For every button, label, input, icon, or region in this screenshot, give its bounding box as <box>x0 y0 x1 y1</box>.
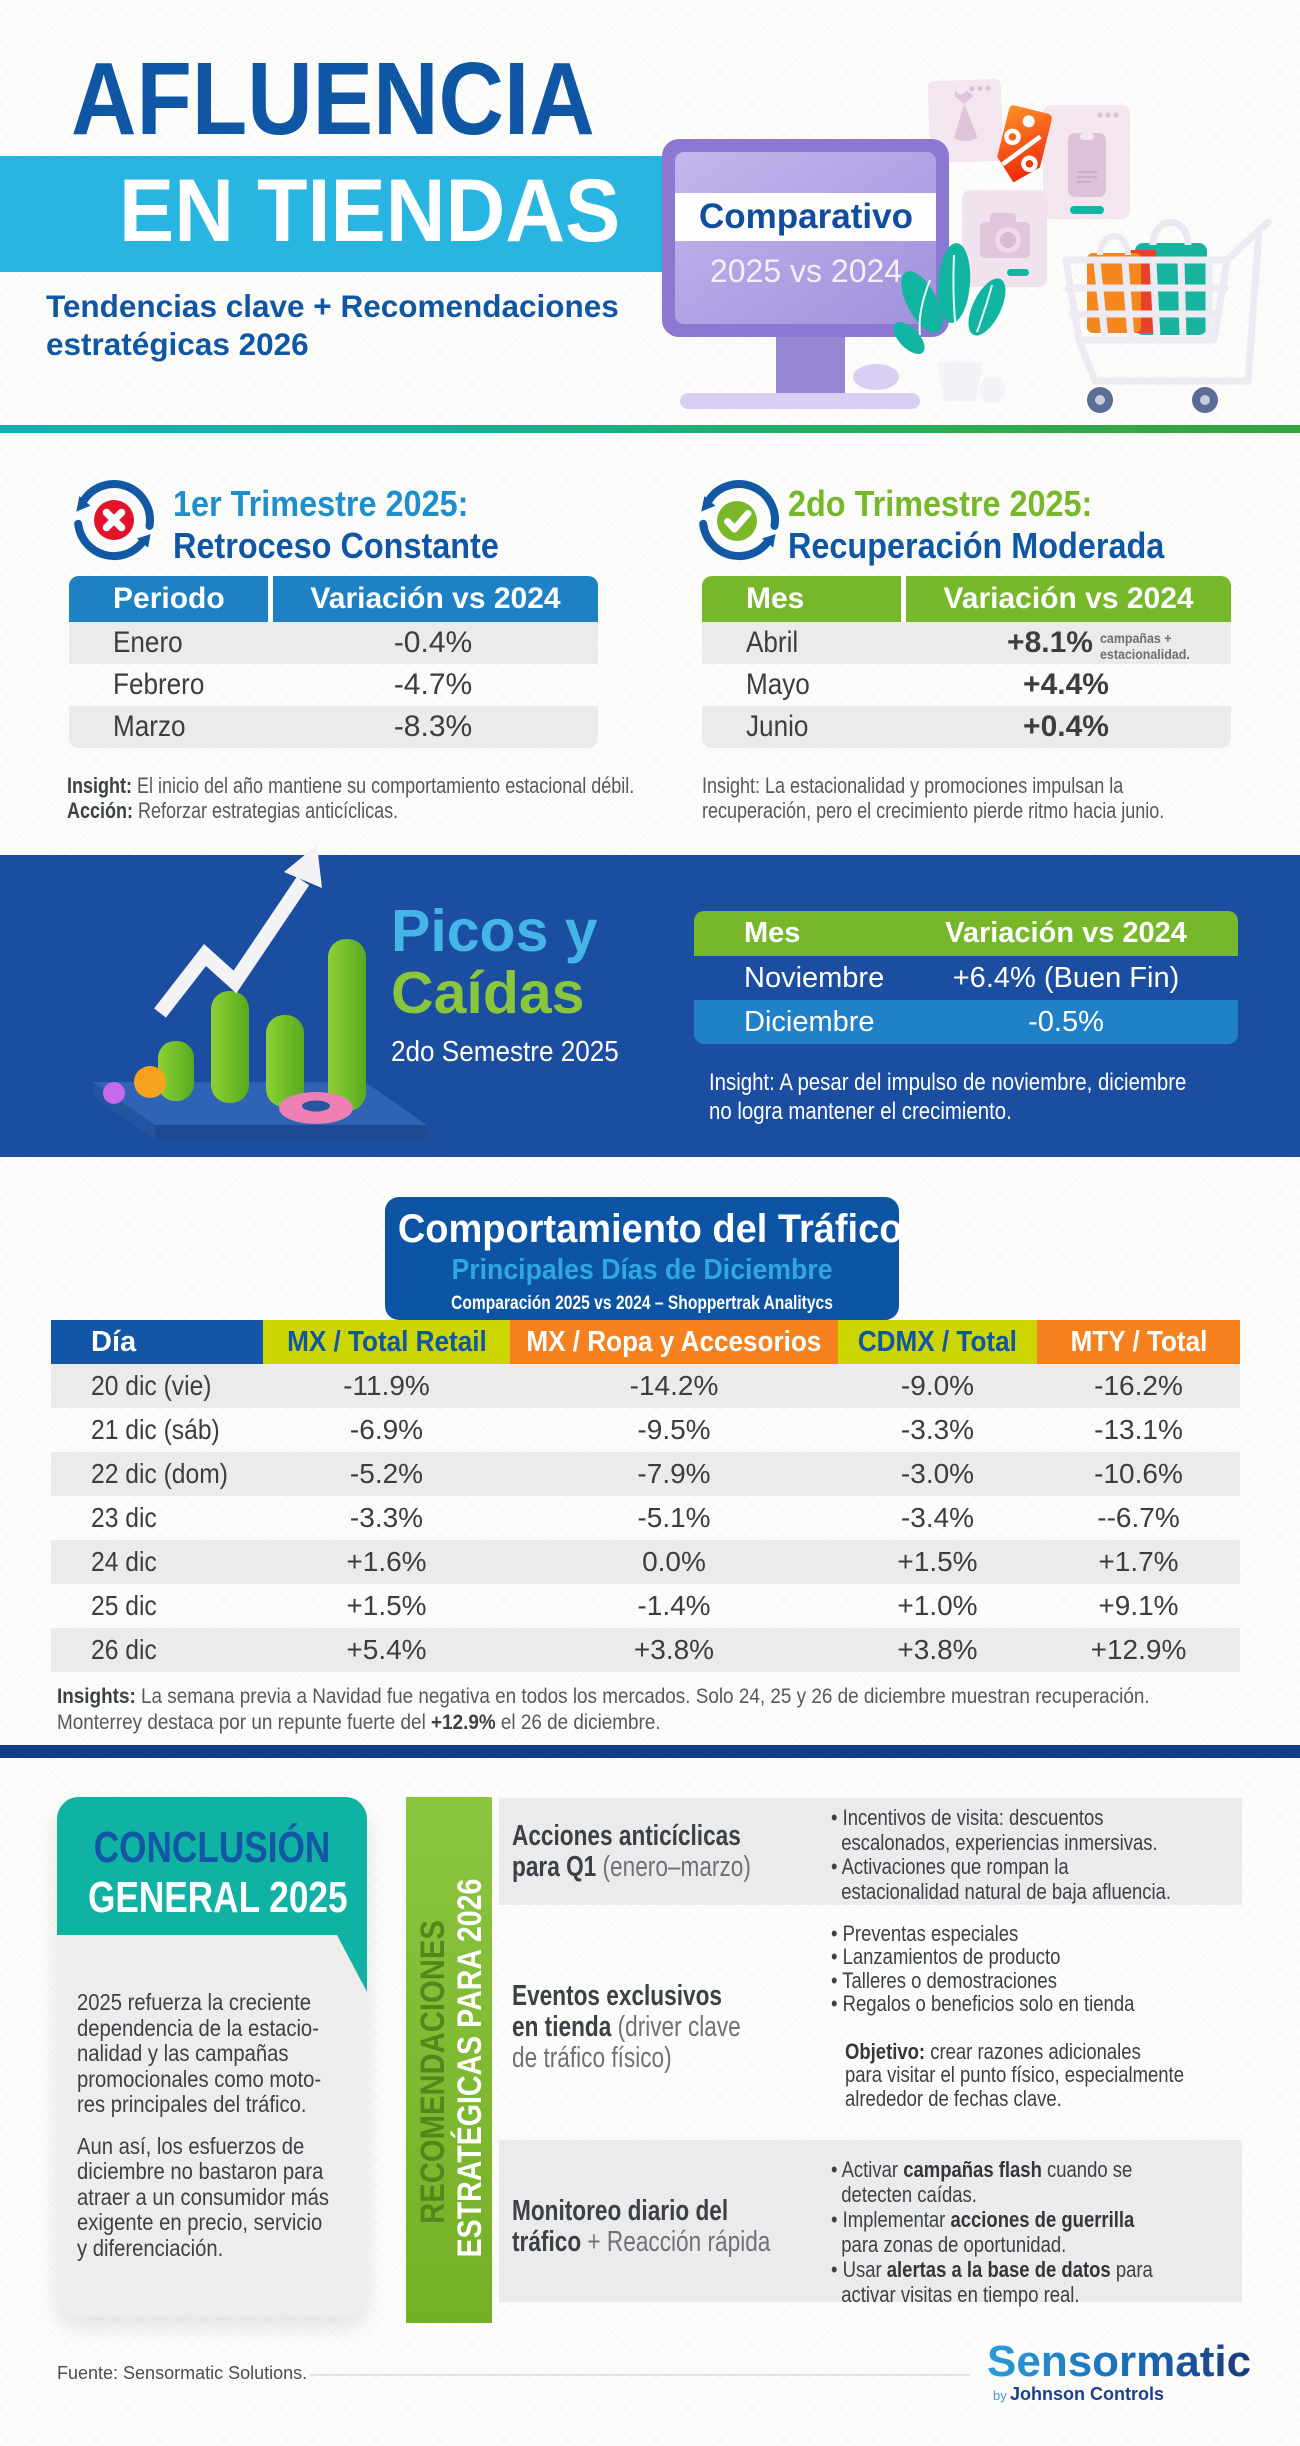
svg-text:Comparativo: Comparativo <box>699 197 913 236</box>
svg-text:Johnson Controls: Johnson Controls <box>1010 2384 1164 2404</box>
svg-text:2025 vs 2024: 2025 vs 2024 <box>710 253 902 289</box>
svg-text:by: by <box>993 2388 1007 2403</box>
svg-text:Sensormatic: Sensormatic <box>987 2337 1250 2386</box>
